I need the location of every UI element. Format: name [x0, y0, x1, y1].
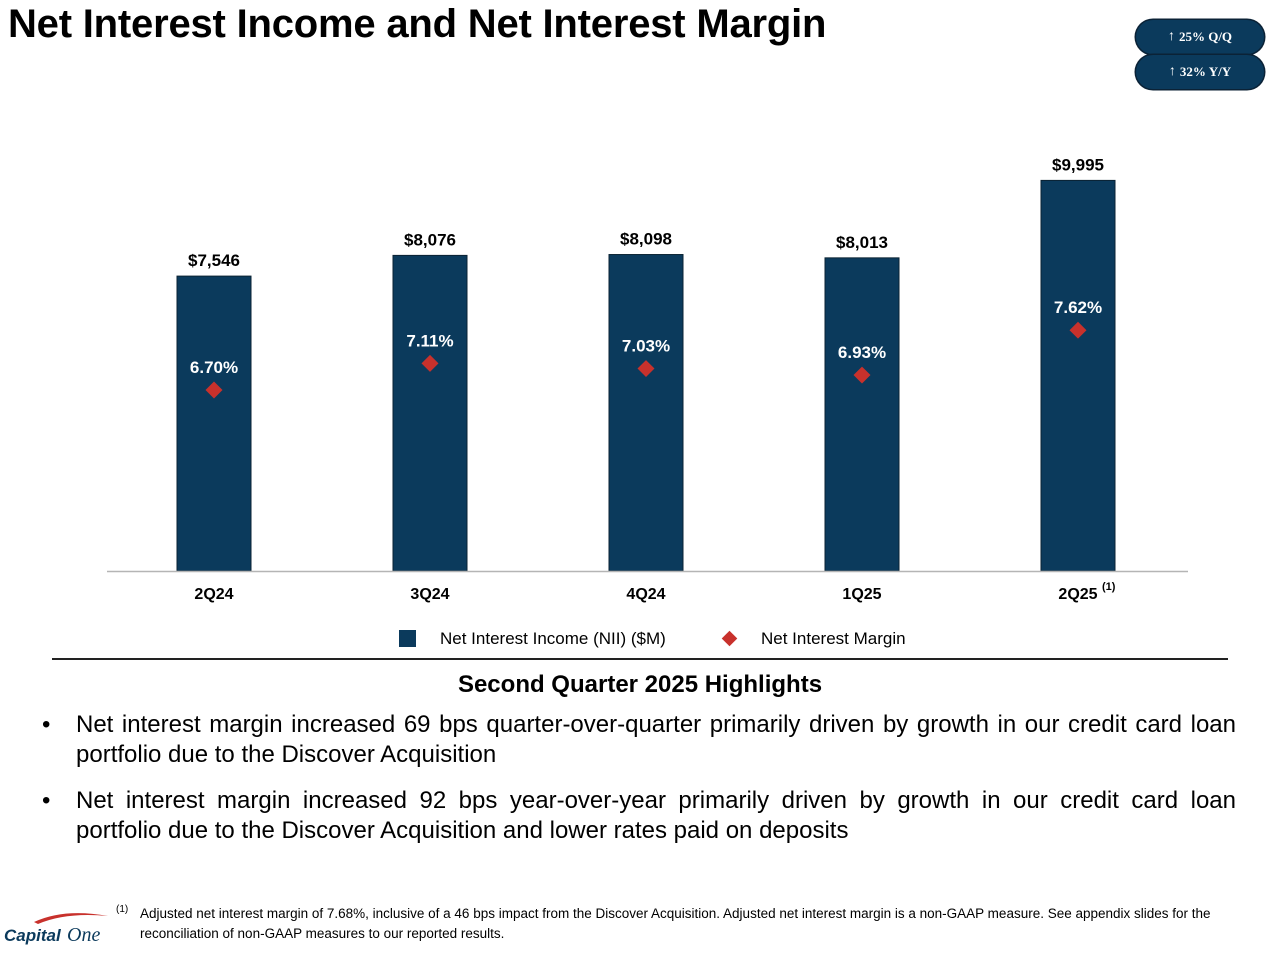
nii-nim-chart: $7,546 6.70% 2Q24 $8,076 7.11% 3Q24 $8,098 7.03…: [107, 155, 1188, 603]
nii-bar: [608, 254, 684, 572]
x-tick-label: 1Q25: [842, 586, 881, 603]
x-tick-superscript: (1): [1102, 581, 1116, 593]
legend-bar-swatch: [399, 630, 416, 647]
qq-growth-text: 25% Q/Q: [1178, 29, 1233, 44]
nii-bar: [1040, 179, 1116, 572]
up-arrow-icon: ↑: [1167, 29, 1175, 44]
x-tick-label: 2Q25: [1058, 586, 1097, 603]
highlight-bullet: • Net interest margin increased 69 bps q…: [42, 710, 1236, 770]
nim-value-label: 6.70%: [190, 358, 238, 377]
logo-swoosh-icon: [34, 913, 108, 924]
x-tick-label: 4Q24: [626, 586, 665, 603]
nim-value-label: 7.62%: [1054, 298, 1102, 317]
nii-bar: [392, 254, 468, 572]
nii-value-label: $8,098: [620, 230, 672, 249]
logo-text-capital: Capital: [4, 926, 62, 945]
highlight-bullet: • Net interest margin increased 92 bps y…: [42, 786, 1236, 846]
x-tick-label: 2Q24: [194, 586, 233, 603]
nim-value-label: 6.93%: [838, 343, 886, 362]
yy-growth-badge: ↑ 32% Y/Y: [1136, 55, 1264, 89]
highlight-text: Net interest margin increased 69 bps qua…: [76, 711, 1236, 768]
yy-growth-text: 32% Y/Y: [1179, 64, 1232, 79]
nim-value-label: 7.11%: [406, 331, 453, 350]
nim-marker: [421, 354, 439, 372]
nim-marker: [853, 366, 871, 384]
qq-growth-badge: ↑ 25% Q/Q: [1136, 20, 1264, 54]
capital-one-logo: Capital One: [4, 913, 108, 946]
footnote-text: Adjusted net interest margin of 7.68%, i…: [140, 906, 1211, 941]
legend-nim-label: Net Interest Margin: [761, 629, 906, 648]
highlights-list: • Net interest margin increased 69 bps q…: [42, 710, 1236, 862]
section-divider: [52, 658, 1228, 660]
x-tick-label: 3Q24: [410, 586, 449, 603]
footnote-mark: (1): [116, 904, 129, 915]
nim-value-label: 7.03%: [622, 337, 670, 356]
nim-marker: [205, 381, 223, 399]
nii-bar: [176, 275, 252, 572]
logo-text-one: One: [67, 924, 100, 946]
nim-marker: [637, 360, 655, 378]
legend-nii-label: Net Interest Income (NII) ($M): [440, 629, 666, 648]
legend-diamond-swatch: [721, 630, 738, 647]
page-title: Net Interest Income and Net Interest Mar…: [8, 2, 827, 46]
chart-legend: Net Interest Income (NII) ($M) Net Inter…: [0, 627, 1280, 651]
nii-value-label: $9,995: [1052, 155, 1104, 174]
nii-bar: [824, 257, 900, 572]
bullet-dot: •: [42, 787, 51, 814]
up-arrow-icon: ↑: [1168, 64, 1176, 79]
highlights-title: Second Quarter 2025 Highlights: [457, 671, 823, 698]
bullet-dot: •: [42, 711, 51, 738]
nii-value-label: $7,546: [188, 251, 240, 270]
highlight-text: Net interest margin increased 92 bps yea…: [76, 787, 1236, 844]
nii-value-label: $8,076: [404, 230, 456, 249]
nii-value-label: $8,013: [836, 233, 888, 252]
